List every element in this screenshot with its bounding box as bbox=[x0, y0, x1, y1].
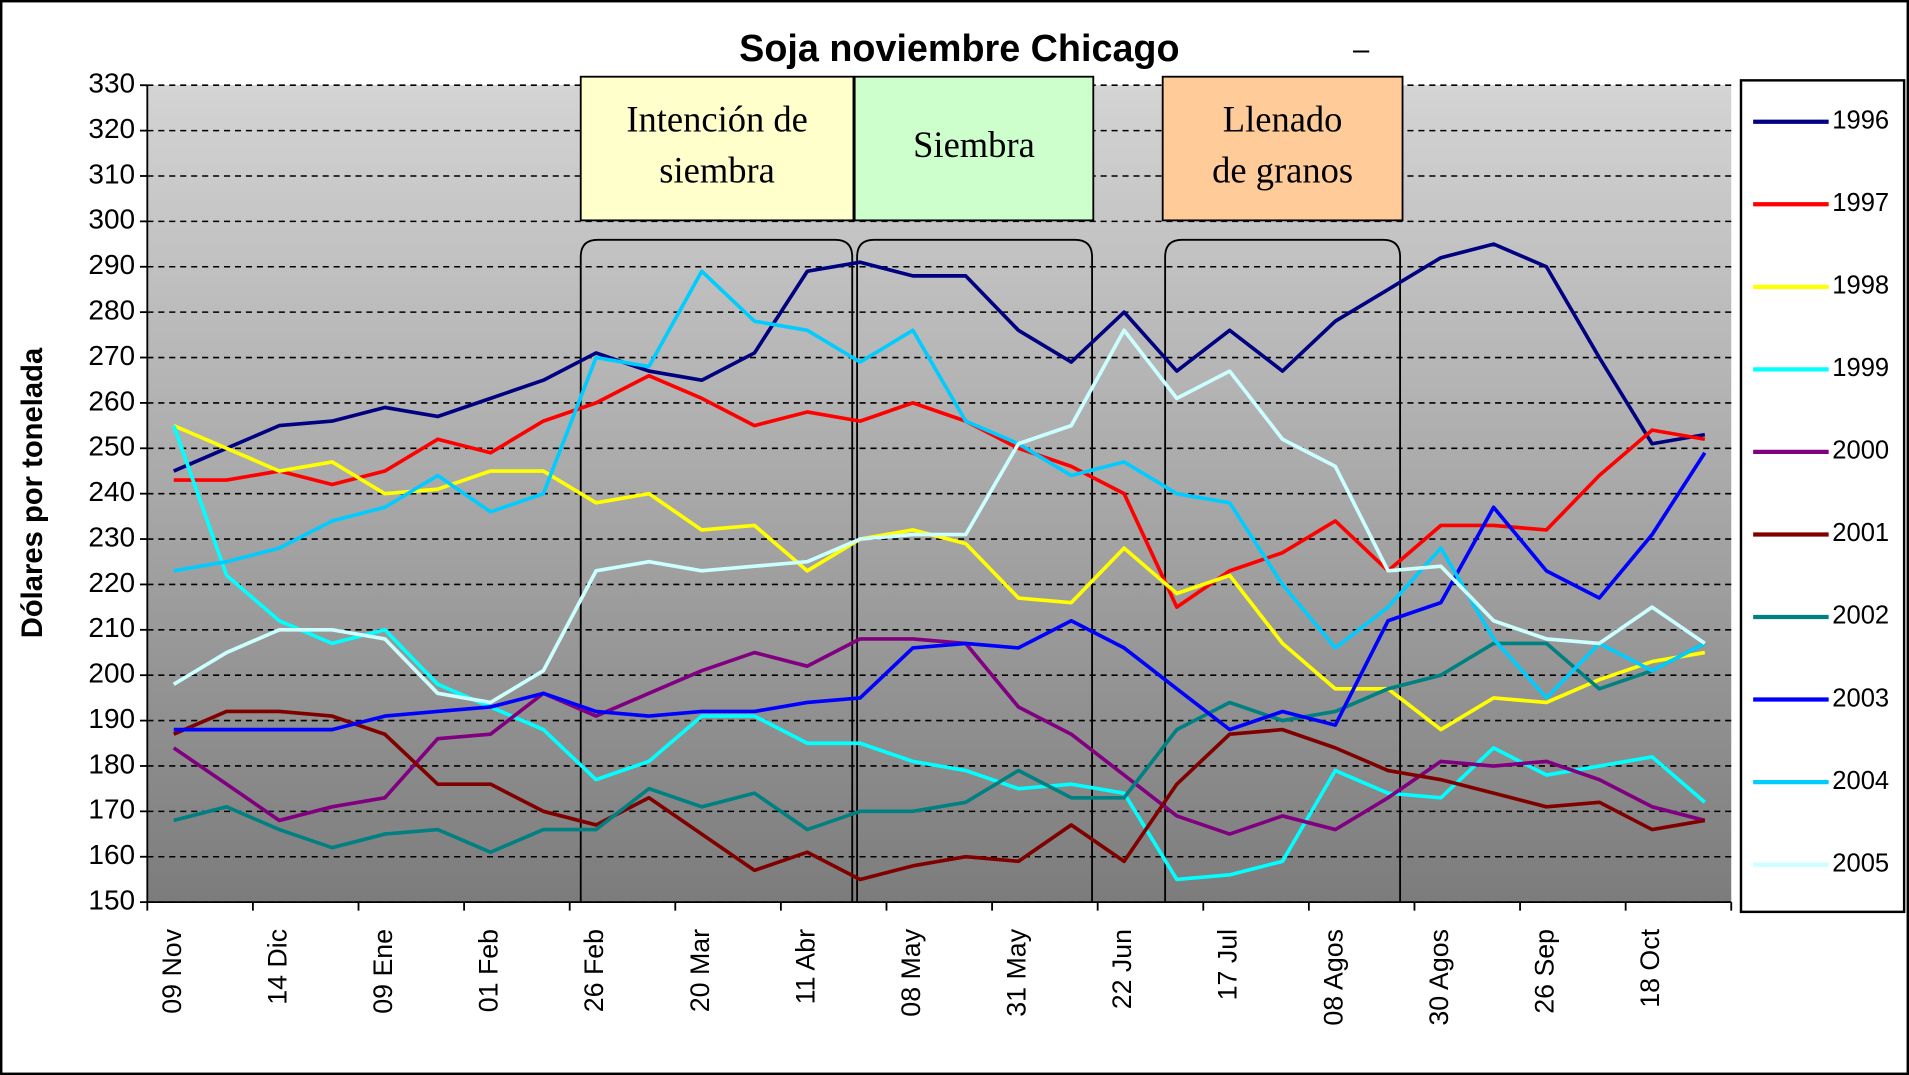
series-line bbox=[173, 709, 1706, 882]
y-tick-label: 170 bbox=[88, 794, 135, 825]
phase-box bbox=[1161, 75, 1404, 222]
phase-label: Siembra bbox=[913, 124, 1035, 165]
series-line bbox=[173, 451, 1707, 732]
series-line bbox=[173, 423, 1706, 732]
phase-label: siembra bbox=[659, 149, 775, 190]
phase-label: Llenado bbox=[1223, 98, 1343, 139]
legend-label: 1999 bbox=[1832, 354, 1889, 382]
phase-bracket bbox=[579, 238, 854, 903]
x-tick-label: 20 Mar bbox=[685, 929, 715, 1012]
legend bbox=[1739, 79, 1906, 914]
x-tick-label: 11 Abr bbox=[790, 929, 820, 1004]
y-tick-label: 310 bbox=[88, 158, 135, 189]
x-tick-label: 09 Ene bbox=[368, 929, 398, 1014]
y-tick-label: 240 bbox=[88, 476, 135, 507]
series-line bbox=[172, 328, 1706, 705]
y-tick-label: 250 bbox=[88, 431, 135, 462]
y-tick-label: 330 bbox=[88, 68, 135, 99]
x-tick-label: 31 May bbox=[1002, 928, 1032, 1016]
y-tick-label: 200 bbox=[88, 658, 135, 689]
x-tick-label: 26 Sep bbox=[1530, 929, 1560, 1014]
y-axis-label: Dólares por tonelada bbox=[17, 347, 49, 638]
y-tick-label: 210 bbox=[88, 612, 135, 643]
y-tick-label: 180 bbox=[88, 748, 135, 779]
series-line bbox=[173, 641, 1706, 855]
legend-label: 2003 bbox=[1832, 684, 1889, 712]
legend-label: 2005 bbox=[1832, 849, 1889, 877]
x-tick-label: 14 Dic bbox=[262, 929, 292, 1005]
phase-bracket bbox=[1164, 238, 1402, 903]
x-tick-label: 08 Agos bbox=[1318, 929, 1348, 1026]
phase-label: Intención de bbox=[626, 98, 808, 139]
y-tick-label: 190 bbox=[88, 703, 135, 734]
legend-label: 1997 bbox=[1832, 189, 1889, 217]
y-tick-label: 150 bbox=[88, 885, 135, 916]
legend-label: 2000 bbox=[1832, 437, 1889, 465]
x-tick-label: 30 Agos bbox=[1424, 929, 1454, 1026]
x-tick-label: 26 Feb bbox=[579, 929, 609, 1012]
x-tick-label: 17 Jul bbox=[1213, 929, 1243, 1000]
series-line bbox=[172, 637, 1706, 836]
x-tick-label: 18 Oct bbox=[1635, 928, 1665, 1007]
phase-label: de granos bbox=[1212, 149, 1353, 190]
x-tick-label: 08 May bbox=[896, 928, 926, 1016]
legend-label: 2004 bbox=[1832, 767, 1889, 795]
series-line bbox=[173, 373, 1706, 609]
phase-box bbox=[853, 75, 1095, 222]
series-line bbox=[172, 425, 1707, 882]
y-tick-label: 270 bbox=[88, 340, 135, 371]
subtitle: – bbox=[1353, 34, 1370, 66]
series-line bbox=[173, 242, 1706, 473]
y-tick-label: 260 bbox=[88, 385, 135, 416]
series-line bbox=[173, 269, 1706, 700]
x-tick-label: 01 Feb bbox=[474, 929, 504, 1012]
y-tick-label: 280 bbox=[88, 295, 135, 326]
y-tick-label: 300 bbox=[88, 204, 135, 235]
x-tick-label: 09 Nov bbox=[157, 928, 187, 1013]
legend-label: 1996 bbox=[1832, 106, 1889, 134]
legend-label: 2002 bbox=[1832, 602, 1889, 630]
y-tick-label: 230 bbox=[88, 521, 135, 552]
phase-bracket bbox=[856, 238, 1093, 903]
y-tick-label: 160 bbox=[88, 839, 135, 870]
x-tick-label: 22 Jun bbox=[1107, 929, 1137, 1009]
legend-label: 1998 bbox=[1832, 272, 1889, 300]
y-tick-label: 290 bbox=[88, 249, 135, 280]
legend-label: 2001 bbox=[1832, 519, 1889, 547]
chart-title: Soja noviembre Chicago bbox=[739, 27, 1179, 69]
phase-box bbox=[579, 75, 855, 222]
y-tick-label: 220 bbox=[88, 567, 135, 598]
y-tick-label: 320 bbox=[88, 113, 135, 144]
